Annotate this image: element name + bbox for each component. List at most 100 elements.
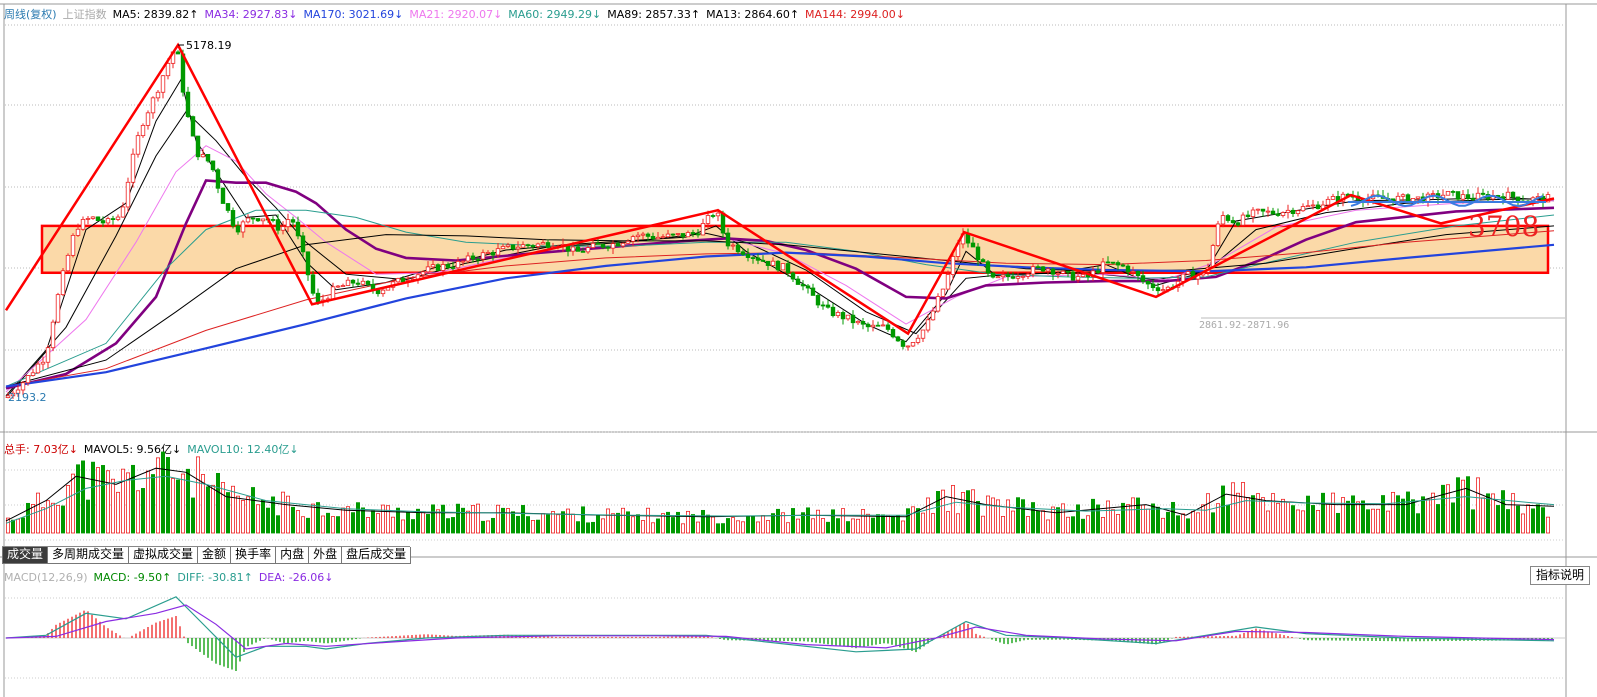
candle-body (60, 270, 66, 296)
volume-bar (941, 489, 946, 534)
ma-legend-ma60: MA60: 2949.29↓ (508, 8, 602, 21)
volume-bar (531, 520, 536, 534)
volume-bar (1286, 501, 1291, 534)
candle-body (110, 218, 116, 220)
tab-6[interactable]: 外盘 (308, 547, 343, 564)
volume-bar (10, 519, 15, 534)
volume-bar (781, 512, 786, 534)
volume-bar (340, 507, 345, 534)
period-label[interactable]: 周线(复权) (4, 8, 57, 21)
candle-body (65, 254, 71, 272)
volume-bar (335, 516, 340, 534)
candle-body (280, 226, 286, 231)
volume-bar (305, 517, 310, 534)
candle-body (400, 278, 406, 283)
volume-bar (495, 504, 500, 534)
candle-body (430, 264, 436, 268)
candle-body (995, 276, 1001, 279)
candle-body (1130, 270, 1136, 273)
volume-bar (1066, 516, 1071, 534)
volume-bar (891, 515, 896, 534)
tab-0[interactable]: 成交量 (2, 547, 49, 564)
candle-body (1025, 273, 1031, 277)
volume-bar (991, 497, 996, 534)
volume-bar (25, 502, 30, 534)
candle-body (625, 240, 631, 244)
volume-bar (721, 523, 726, 534)
candle-body (1040, 266, 1046, 272)
candle-body (865, 323, 871, 328)
candle-body (660, 236, 666, 239)
volume-bar (906, 508, 911, 534)
vol-legend-mavol10: MAVOL10: 12.40亿↓ (187, 443, 299, 456)
candle-body (775, 260, 781, 271)
volume-bar (806, 507, 811, 534)
tab-1[interactable]: 多周期成交量 (47, 547, 130, 564)
volume-bar (51, 502, 56, 534)
volume-bar (521, 505, 526, 534)
volume-bar (1186, 518, 1191, 534)
volume-bar (56, 504, 61, 534)
volume-bar (1511, 493, 1516, 534)
volume-bar (731, 517, 736, 534)
candle-body (10, 392, 16, 397)
tab-4[interactable]: 换手率 (230, 547, 277, 564)
volume-bar (1246, 497, 1251, 534)
volume-bar (966, 490, 971, 534)
candle-body (350, 279, 356, 284)
volume-bar (586, 522, 591, 534)
indicator-help-button[interactable]: 指标说明 (1529, 566, 1590, 585)
main-legend: 周线(复权) 上证指数 MA5: 2839.82↑ MA34: 2927.83↓ MA1… (4, 8, 911, 22)
candle-body (1245, 214, 1251, 218)
volume-bar (1001, 516, 1006, 534)
indicator-tabs: 成交量 多周期成交量 虚拟成交量 金额 换手率 内盘 外盘 盘后成交量 (2, 546, 412, 564)
volume-bar (460, 507, 465, 534)
volume-bar (41, 507, 46, 534)
volume-bar (1376, 508, 1381, 534)
volume-bar (1416, 513, 1421, 534)
ma-line-ma170 (5, 243, 1555, 388)
volume-bar (1461, 479, 1466, 534)
candle-body (455, 260, 461, 269)
volume-bar (861, 509, 866, 534)
tab-7[interactable]: 盘后成交量 (341, 547, 412, 564)
volume-bar (916, 508, 921, 534)
candle-body (1430, 193, 1436, 195)
candle-body (1215, 223, 1221, 246)
candle-body (685, 232, 691, 238)
candle-body (360, 280, 366, 285)
candle-body (1065, 270, 1071, 273)
volume-bar (516, 515, 521, 534)
volume-bar (1111, 509, 1116, 534)
volume-bar (1036, 510, 1041, 534)
tab-5[interactable]: 内盘 (275, 547, 310, 564)
candle-body (1475, 192, 1481, 200)
tab-3[interactable]: 金额 (197, 547, 232, 564)
tab-2[interactable]: 虚拟成交量 (128, 547, 199, 564)
candle-body (1290, 209, 1296, 215)
candle-body (195, 135, 201, 158)
candle-body (875, 324, 881, 327)
volume-bar (255, 504, 260, 534)
candle-body (140, 124, 146, 137)
candle-body (1080, 274, 1086, 277)
candle-body (1240, 214, 1246, 226)
candle-body (1250, 209, 1256, 218)
candle-body (190, 116, 196, 137)
volume-bar (911, 506, 916, 534)
volume-bar (435, 509, 440, 534)
volume-bar (365, 517, 370, 534)
volume-bar (776, 508, 781, 534)
volume-bar (295, 510, 300, 534)
volume-bar (746, 516, 751, 534)
volume-bar (766, 520, 771, 534)
volume-bar (475, 503, 480, 534)
candle-body (545, 242, 551, 248)
candle-body (730, 244, 736, 247)
candle-body (1000, 274, 1006, 278)
candle-body (1265, 210, 1271, 213)
volume-bar (921, 512, 926, 534)
volume-bar (1406, 491, 1411, 534)
candle-body (165, 62, 171, 77)
candle-body (235, 225, 241, 233)
